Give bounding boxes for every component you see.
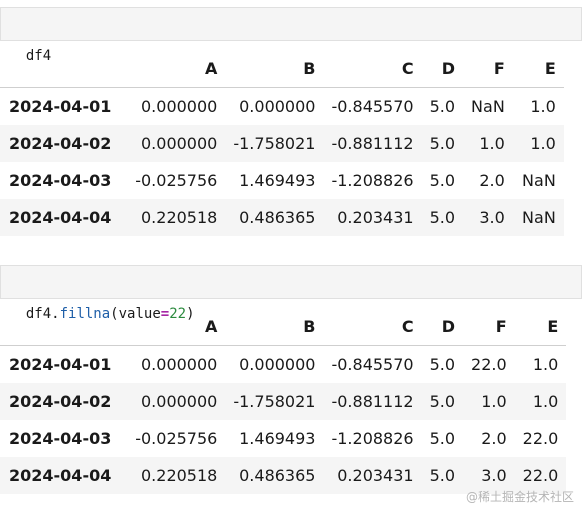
- table-cell: 5.0: [429, 134, 456, 153]
- table-cell: 3.0: [479, 208, 505, 227]
- table-cell: -0.025756: [135, 171, 218, 190]
- table-cell: 22.0: [522, 429, 559, 448]
- watermark-text: @稀土掘金技术社区: [465, 490, 574, 504]
- column-header: D: [421, 50, 464, 88]
- table-row: 2024-04-02 0.000000 -1.758021 -0.881112 5.0 1…: [0, 125, 564, 162]
- table-row: 2024-04-01 0.000000 0.000000 -0.845570 5.0 Na…: [0, 87, 564, 125]
- row-index: 2024-04-04: [9, 466, 112, 485]
- table-cell: -0.881112: [331, 392, 414, 411]
- table-cell: 0.000000: [141, 134, 218, 153]
- table-cell: 0.486365: [239, 208, 316, 227]
- column-header: E: [514, 308, 567, 346]
- table-cell: 1.0: [530, 134, 556, 153]
- table-row: 2024-04-02 0.000000 -1.758021 -0.881112 5.0 1…: [0, 383, 567, 420]
- table-cell: -1.208826: [331, 429, 414, 448]
- column-header: A: [119, 50, 226, 88]
- table-cell: NaN: [522, 171, 556, 190]
- table-cell: 0.000000: [239, 97, 316, 116]
- table-cell: 0.203431: [337, 466, 414, 485]
- column-header: B: [225, 50, 324, 88]
- table-cell: 22.0: [471, 355, 507, 374]
- table-cell: 1.0: [481, 392, 507, 411]
- table-cell: 0.220518: [141, 208, 218, 227]
- table-cell: 0.000000: [141, 97, 218, 116]
- table-cell: -0.025756: [135, 429, 218, 448]
- column-header: E: [512, 50, 564, 88]
- table-cell: 1.469493: [239, 429, 316, 448]
- column-header: A: [119, 308, 226, 346]
- table-cell: 3.0: [481, 466, 507, 485]
- column-header: B: [225, 308, 324, 346]
- table-cell: 5.0: [429, 392, 456, 411]
- table-cell: 2.0: [481, 429, 507, 448]
- table-cell: 5.0: [429, 355, 456, 374]
- table-cell: 1.0: [479, 134, 505, 153]
- row-index: 2024-04-02: [9, 392, 112, 411]
- table-cell: -1.758021: [233, 134, 316, 153]
- table-cell: 0.000000: [239, 355, 316, 374]
- row-index: 2024-04-01: [9, 355, 112, 374]
- dataframe-body: 2024-04-01 0.000000 0.000000 -0.845570 5.0 22…: [0, 345, 567, 494]
- row-index: 2024-04-02: [9, 134, 112, 153]
- table-cell: -0.881112: [331, 134, 414, 153]
- row-index: 2024-04-01: [9, 97, 112, 116]
- table-cell: 1.0: [532, 355, 559, 374]
- table-row: 2024-04-03 -0.025756 1.469493 -1.208826 5.0 2…: [0, 162, 564, 199]
- table-cell: NaN: [522, 208, 556, 227]
- table-cell: 1.0: [532, 392, 559, 411]
- table-cell: 0.000000: [141, 355, 218, 374]
- code-cell-input-2[interactable]: df4.fillna(value=22): [0, 265, 582, 322]
- table-cell: -0.845570: [331, 97, 414, 116]
- table-cell: 0.486365: [239, 466, 316, 485]
- table-cell: 0.203431: [337, 208, 414, 227]
- table-cell: 5.0: [429, 97, 456, 116]
- table-cell: -1.208826: [331, 171, 414, 190]
- table-cell: 5.0: [429, 171, 456, 190]
- table-cell: 5.0: [429, 429, 456, 448]
- dataframe-body: 2024-04-01 0.000000 0.000000 -0.845570 5.0 Na…: [0, 87, 564, 236]
- table-cell: 2.0: [479, 171, 505, 190]
- table-cell: -0.845570: [331, 355, 414, 374]
- column-header: F: [463, 50, 513, 88]
- table-row: 2024-04-04 0.220518 0.486365 0.203431 5.0 3.0…: [0, 199, 564, 236]
- table-row: 2024-04-03 -0.025756 1.469493 -1.208826 5.0 2…: [0, 420, 567, 457]
- table-cell: 0.220518: [141, 466, 218, 485]
- code-cell-input-1[interactable]: df4: [0, 7, 582, 64]
- table-cell: 0.000000: [141, 392, 218, 411]
- column-header: D: [421, 308, 464, 346]
- column-header: C: [323, 308, 422, 346]
- table-row: 2024-04-04 0.220518 0.486365 0.203431 5.0 3.0…: [0, 457, 567, 494]
- table-cell: 22.0: [522, 466, 559, 485]
- index-header: [0, 50, 120, 88]
- table-cell: 1.469493: [239, 171, 316, 190]
- index-header: [0, 308, 120, 346]
- table-cell: 1.0: [530, 97, 556, 116]
- table-row: 2024-04-01 0.000000 0.000000 -0.845570 5.0 22…: [0, 345, 567, 383]
- column-header: F: [463, 308, 515, 346]
- row-index: 2024-04-04: [9, 208, 112, 227]
- table-cell: 5.0: [429, 208, 456, 227]
- table-cell: -1.758021: [233, 392, 316, 411]
- row-index: 2024-04-03: [9, 429, 112, 448]
- table-cell: NaN: [471, 97, 505, 116]
- column-header: C: [323, 50, 422, 88]
- table-cell: 5.0: [429, 466, 456, 485]
- row-index: 2024-04-03: [9, 171, 112, 190]
